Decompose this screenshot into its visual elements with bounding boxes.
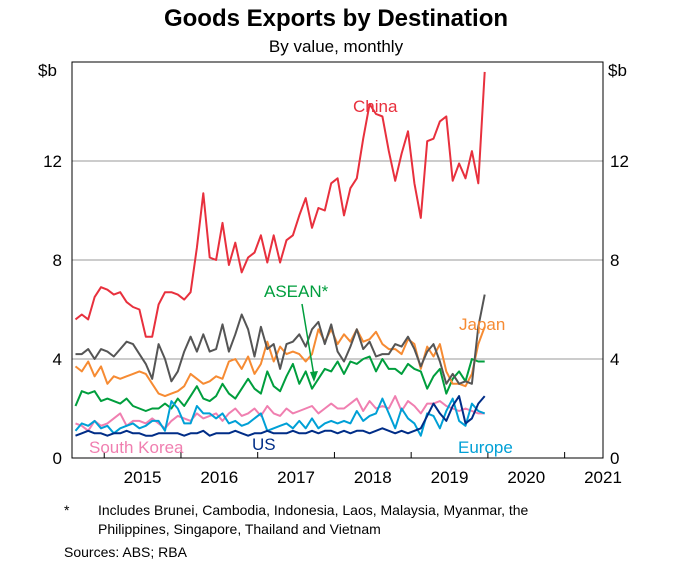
footnote-line-2: Philippines, Singapore, Thailand and Vie…: [98, 521, 381, 537]
chart-subtitle: By value, monthly: [269, 37, 404, 56]
label-china: China: [353, 97, 398, 116]
x-tick-label: 2019: [431, 468, 469, 487]
x-tick-label: 2017: [277, 468, 315, 487]
y-tick-label: 4: [610, 350, 619, 369]
x-axis: 2015 2016 2017 2018 2019 2020 2021: [103, 452, 622, 487]
chart-title: Goods Exports by Destination: [164, 5, 508, 32]
footnote-marker: *: [64, 502, 70, 518]
y-tick-label: 0: [53, 449, 62, 468]
y-tick-label: 8: [610, 251, 619, 270]
x-tick-label: 2016: [200, 468, 238, 487]
sources: Sources: ABS; RBA: [64, 544, 188, 560]
series-line-china: [74, 71, 486, 338]
asean-pointer-arrowhead: [310, 371, 318, 382]
y-unit-left: $b: [38, 61, 57, 80]
series-line-india: [75, 294, 486, 385]
y-tick-label: 0: [610, 449, 619, 468]
label-japan: Japan: [459, 315, 505, 334]
x-tick-label: 2021: [584, 468, 622, 487]
y-tick-label: 12: [43, 152, 62, 171]
plot-frame: [71, 61, 604, 459]
y-unit-right: $b: [608, 61, 627, 80]
x-tick-label: 2020: [507, 468, 545, 487]
y-tick-label: 8: [53, 251, 62, 270]
label-europe: Europe: [458, 438, 513, 457]
x-tick-label: 2015: [124, 468, 162, 487]
series-line-us: [75, 395, 486, 437]
series-lines: [74, 71, 486, 437]
y-axis-right: 0 4 8 12: [610, 152, 629, 468]
series-line-south-korea: [75, 395, 485, 432]
asean-pointer: [301, 303, 315, 377]
label-us: US: [252, 435, 276, 454]
footnote-line-1: Includes Brunei, Cambodia, Indonesia, La…: [98, 502, 529, 518]
gridlines: [72, 160, 603, 360]
label-south-korea: South Korea: [89, 438, 184, 457]
series-line-asean: [74, 355, 485, 412]
y-tick-label: 4: [53, 350, 62, 369]
y-tick-label: 12: [610, 152, 629, 171]
x-tick-label: 2018: [354, 468, 392, 487]
series-line-europe: [74, 397, 486, 437]
label-asean: ASEAN*: [264, 282, 329, 301]
y-axis-left: 0 4 8 12: [43, 152, 62, 468]
